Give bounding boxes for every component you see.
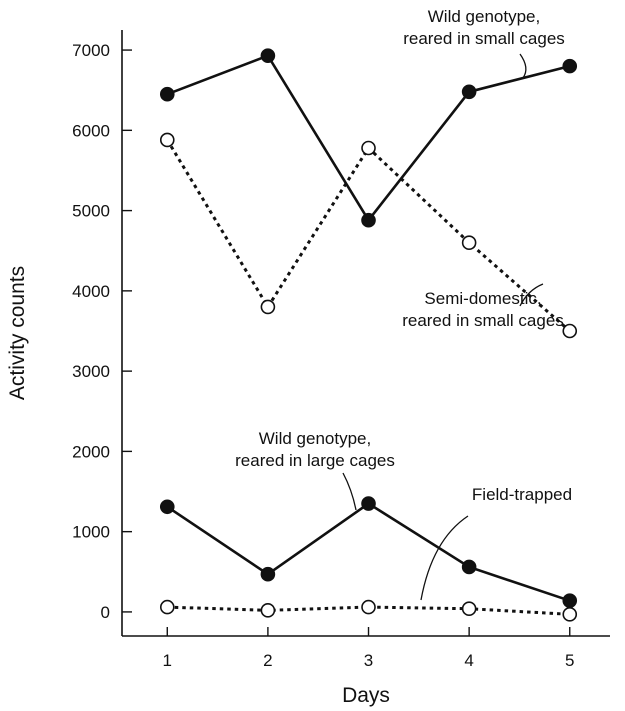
series-semi_small (159, 132, 578, 339)
y-axis-title: Activity counts (6, 266, 29, 400)
y-tick-label: 5000 (72, 202, 110, 221)
series-layer (159, 48, 578, 622)
series-wild_small (159, 48, 578, 228)
data-point-semi_small (159, 132, 175, 148)
annotation-field: Field-trapped (420, 485, 572, 601)
data-point-wild_small (562, 58, 578, 74)
annotation-text: Wild genotype, (428, 7, 540, 26)
data-point-wild_small (361, 212, 376, 228)
data-point-wild_large (159, 499, 175, 515)
annotation-wild_large: Wild genotype, reared in large cages (235, 429, 395, 511)
data-point-field (461, 601, 477, 617)
y-tick-label: 6000 (72, 121, 110, 140)
data-point-field (260, 603, 276, 618)
axes: 0 1000 2000 3000 4000 5000 6000 7000 1 2 3 4 5 (72, 30, 610, 670)
annotation-text: reared in large cages (235, 451, 395, 470)
data-point-semi_small (361, 140, 376, 156)
data-point-wild_large (461, 559, 477, 575)
x-tick-label: 2 (263, 651, 272, 670)
y-tick-label: 3000 (72, 362, 110, 381)
y-tick-label: 7000 (72, 41, 110, 60)
x-axis-title: Days (342, 684, 390, 707)
annotation-semi_small: Semi-domestic, reared in small cages (402, 283, 564, 330)
data-point-wild_small (159, 86, 175, 102)
annotation-leader-line (342, 472, 357, 511)
data-point-semi_small (562, 323, 578, 339)
data-point-wild_small (260, 48, 276, 63)
x-tick-label: 5 (565, 651, 574, 670)
series-line-wild_small (166, 54, 571, 223)
series-field (159, 599, 578, 622)
data-point-wild_small (461, 84, 477, 100)
data-point-field (562, 607, 578, 622)
data-point-field (159, 599, 175, 615)
data-point-semi_small (260, 299, 276, 315)
annotation-leader-line (519, 53, 527, 79)
annotations: Wild genotype,reared in small cagesSemi-… (235, 7, 572, 601)
x-tick-label: 1 (163, 651, 172, 670)
data-point-wild_large (562, 593, 578, 608)
annotation-text: reared in small cages (402, 311, 564, 330)
data-point-field (361, 599, 376, 615)
data-point-semi_small (461, 235, 477, 251)
annotation-text: Semi-domestic, (424, 289, 541, 308)
y-tick-label: 1000 (72, 523, 110, 542)
y-tick-label: 0 (101, 603, 110, 622)
x-tick-label: 4 (464, 651, 473, 670)
series-line-wild_large (166, 502, 571, 602)
annotation-text: reared in small cages (403, 29, 565, 48)
annotation-text: Field-trapped (472, 485, 572, 504)
annotation-leader-line (420, 515, 469, 601)
data-point-wild_large (260, 566, 276, 582)
data-point-wild_large (361, 496, 376, 511)
series-wild_large (159, 496, 578, 608)
annotation-leader-line (519, 283, 544, 307)
annotation-text: Wild genotype, (259, 429, 371, 448)
annotation-wild_small: Wild genotype, reared in small cages (403, 7, 565, 79)
x-tick-label: 3 (364, 651, 373, 670)
y-tick-label: 4000 (72, 282, 110, 301)
y-tick-label: 2000 (72, 442, 110, 461)
